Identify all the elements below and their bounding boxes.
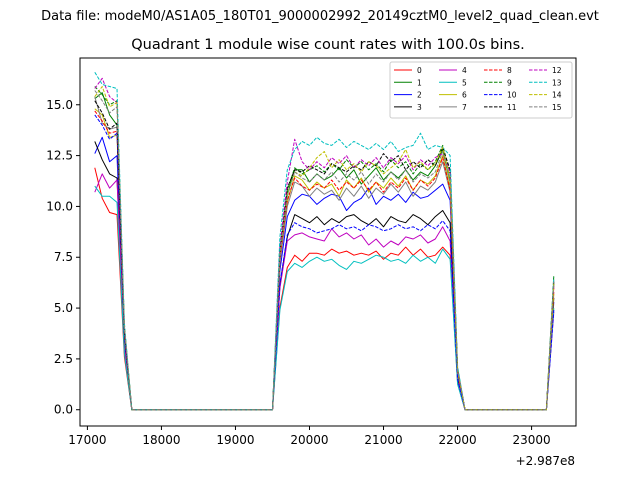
legend-box bbox=[389, 61, 573, 119]
y-tick-label: 15.0 bbox=[46, 98, 73, 112]
legend-label-12: 12 bbox=[552, 66, 562, 75]
series-line-14 bbox=[94, 86, 555, 411]
legend-label-14: 14 bbox=[552, 91, 562, 100]
series-line-3 bbox=[94, 141, 555, 411]
legend-label-4: 4 bbox=[462, 66, 467, 75]
legend-label-5: 5 bbox=[462, 78, 467, 87]
series-layer bbox=[94, 71, 555, 411]
series-line-10 bbox=[94, 114, 555, 411]
chart-title: Quadrant 1 module wise count rates with … bbox=[131, 37, 525, 53]
y-tick-label: 5.0 bbox=[54, 301, 73, 315]
plot-frame bbox=[79, 57, 577, 427]
series-line-6 bbox=[94, 108, 555, 411]
x-tick-label: 17000 bbox=[68, 433, 106, 447]
suptitle: Data file: modeM0/AS1A05_180T01_90000029… bbox=[41, 9, 599, 24]
legend-label-3: 3 bbox=[417, 103, 422, 112]
legend-label-1: 1 bbox=[417, 78, 422, 87]
series-line-12 bbox=[94, 77, 555, 411]
series-line-7 bbox=[94, 96, 555, 411]
legend-label-15: 15 bbox=[552, 103, 562, 112]
x-offset-label: +2.987e8 bbox=[516, 454, 575, 468]
series-line-8 bbox=[94, 110, 555, 411]
series-line-5 bbox=[94, 185, 555, 411]
series-line-9 bbox=[94, 86, 555, 411]
series-line-15 bbox=[94, 90, 555, 411]
legend-label-6: 6 bbox=[462, 91, 467, 100]
x-tick-label: 20000 bbox=[290, 433, 328, 447]
series-line-0 bbox=[94, 167, 555, 411]
y-tick-label: 10.0 bbox=[46, 199, 73, 213]
x-tick-label: 21000 bbox=[364, 433, 402, 447]
x-tick-label: 18000 bbox=[142, 433, 180, 447]
y-tick-label: 0.0 bbox=[54, 403, 73, 417]
legend-label-0: 0 bbox=[417, 66, 422, 75]
series-line-2 bbox=[94, 136, 555, 411]
axes-layer: 17000 18000 19000 20000 21000 22000 23000 0.0 2.… bbox=[46, 98, 550, 447]
y-tick-label: 7.5 bbox=[54, 250, 73, 264]
series-line-4 bbox=[94, 173, 555, 411]
legend-label-7: 7 bbox=[462, 103, 467, 112]
legend-label-11: 11 bbox=[507, 103, 517, 112]
x-tick-label: 19000 bbox=[216, 433, 254, 447]
y-tick-label: 12.5 bbox=[46, 149, 73, 163]
legend-label-2: 2 bbox=[417, 91, 422, 100]
legend-label-8: 8 bbox=[507, 66, 512, 75]
legend-label-9: 9 bbox=[507, 78, 512, 87]
y-tick-label: 2.5 bbox=[54, 352, 73, 366]
legend-label-10: 10 bbox=[507, 91, 517, 100]
series-line-13 bbox=[94, 71, 555, 411]
series-line-1 bbox=[94, 92, 555, 411]
legend-label-13: 13 bbox=[552, 78, 562, 87]
x-tick-label: 23000 bbox=[512, 433, 550, 447]
x-tick-label: 22000 bbox=[438, 433, 476, 447]
